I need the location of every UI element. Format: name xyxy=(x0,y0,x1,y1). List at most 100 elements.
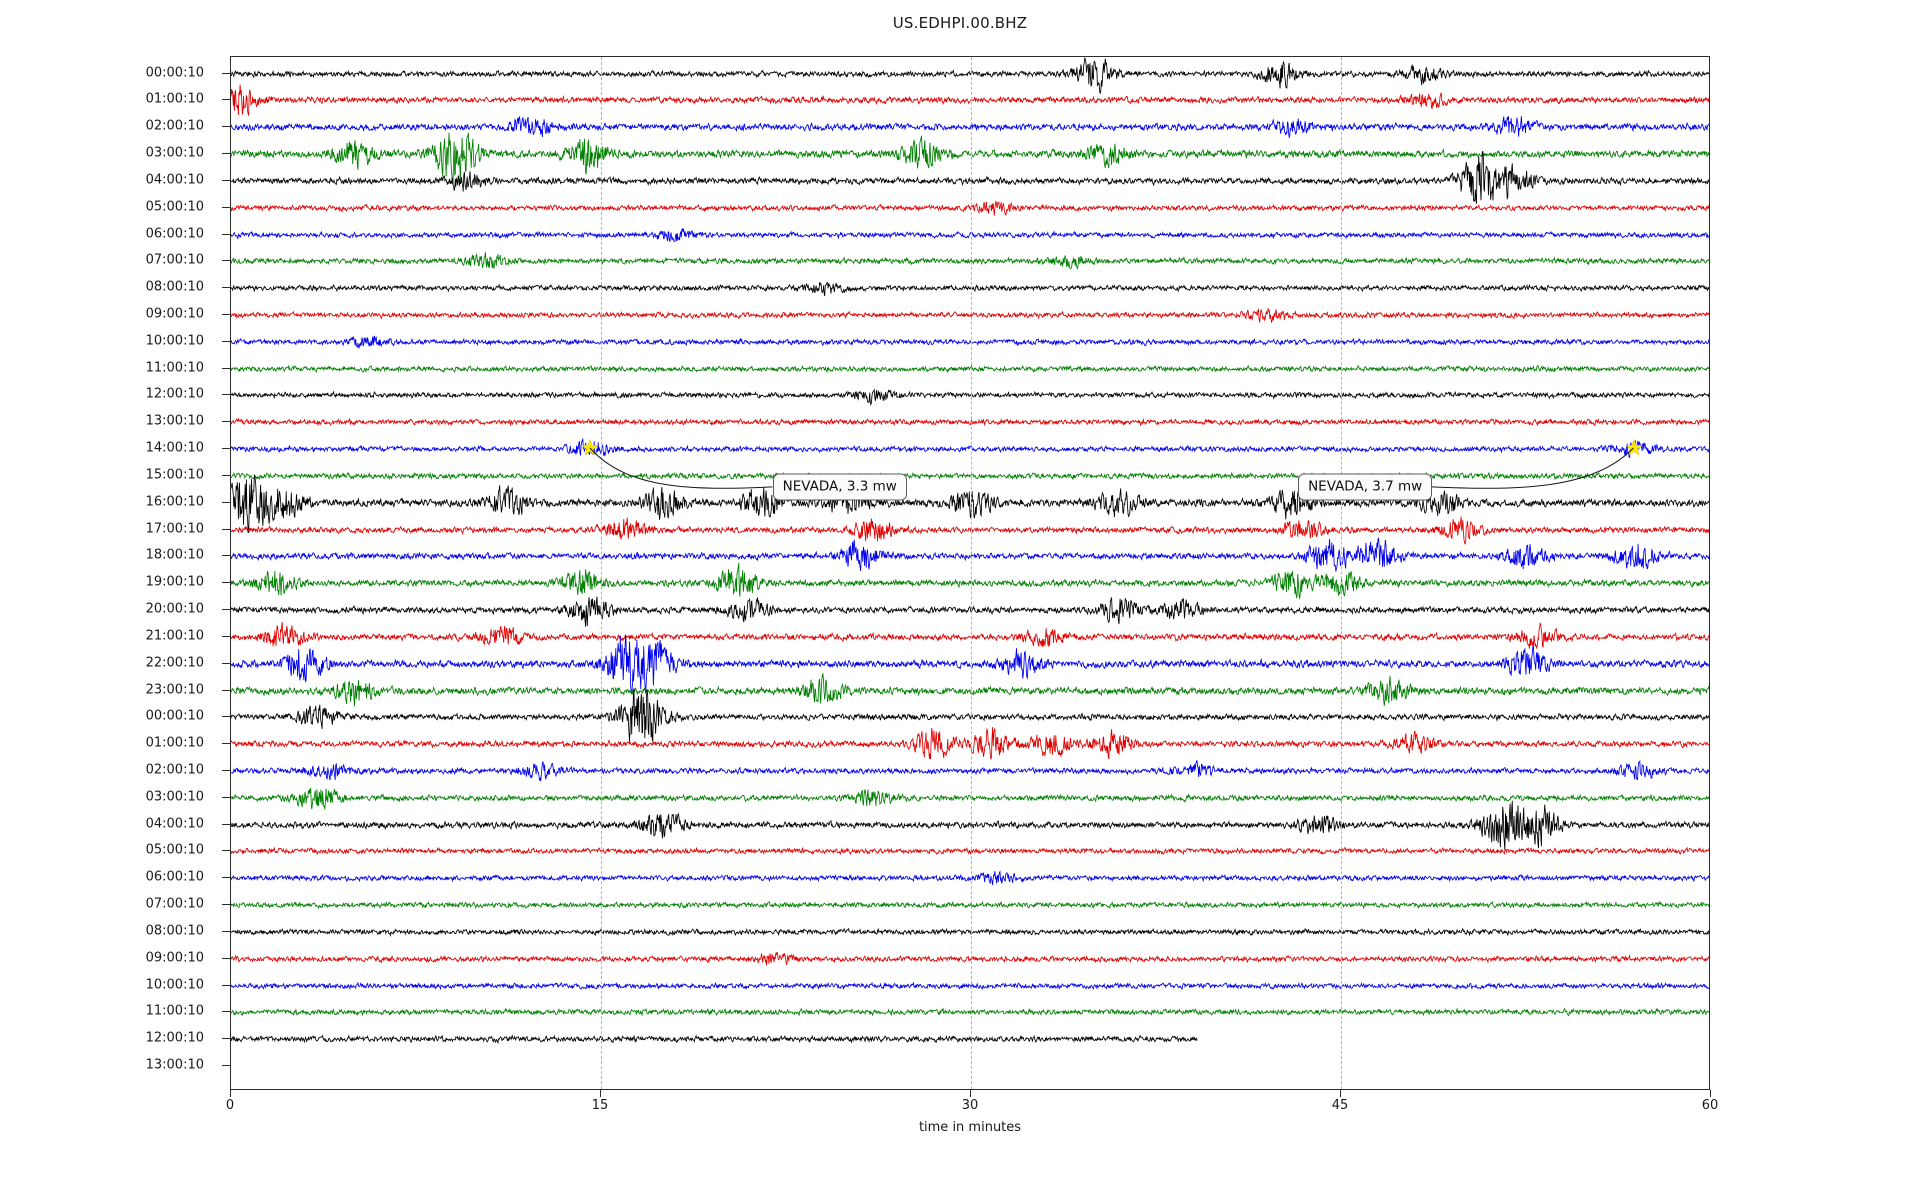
seismic-trace xyxy=(231,553,1709,613)
seismic-trace xyxy=(231,929,1709,989)
y-axis-tick-mark xyxy=(222,314,230,316)
y-axis-tick-label: 09:00:10 xyxy=(145,950,204,966)
y-axis-tick-label: 02:00:10 xyxy=(145,118,204,134)
y-axis-tick-label: 17:00:10 xyxy=(145,521,204,537)
y-axis-tick-mark xyxy=(222,340,230,342)
y-axis-tick-mark xyxy=(222,260,230,262)
seismic-trace xyxy=(231,768,1709,828)
y-axis-tick-label: 12:00:10 xyxy=(145,386,204,402)
seismic-trace xyxy=(231,580,1709,640)
y-axis-tick-label: 18:00:10 xyxy=(145,547,204,563)
y-axis-tick-mark xyxy=(222,126,230,128)
seismic-trace xyxy=(231,714,1709,774)
seismic-trace xyxy=(231,231,1709,291)
seismic-trace xyxy=(231,97,1709,157)
y-axis-tick-label: 06:00:10 xyxy=(145,226,204,242)
y-axis-tick-label: 10:00:10 xyxy=(145,333,204,349)
x-axis-tick-mark xyxy=(970,1090,971,1097)
y-axis-tick-label: 23:00:10 xyxy=(145,682,204,698)
y-axis-tick-mark xyxy=(222,394,230,396)
y-axis-tick-label: 02:00:10 xyxy=(145,762,204,778)
seismic-trace xyxy=(231,875,1709,935)
y-axis-tick-label: 03:00:10 xyxy=(145,789,204,805)
y-axis-tick-label: 11:00:10 xyxy=(145,1003,204,1019)
plot-title: US.EDHPI.00.BHZ xyxy=(892,14,1028,32)
y-axis-tick-label: 01:00:10 xyxy=(145,735,204,751)
y-axis-tick-label: 11:00:10 xyxy=(145,360,204,376)
y-axis-tick-mark xyxy=(222,72,230,74)
y-axis-tick-mark xyxy=(222,743,230,745)
seismic-trace xyxy=(231,1009,1709,1069)
seismic-trace xyxy=(231,821,1709,881)
seismic-trace xyxy=(231,473,1709,533)
y-axis-tick-mark xyxy=(222,796,230,798)
y-axis-tick-label: 10:00:10 xyxy=(145,977,204,993)
y-axis-tick-mark xyxy=(222,233,230,235)
x-axis-tick-mark xyxy=(230,1090,231,1097)
seismic-trace xyxy=(231,365,1709,425)
event-star-icon xyxy=(581,439,599,457)
y-axis-tick-label: 08:00:10 xyxy=(145,923,204,939)
y-axis-tick-mark xyxy=(222,930,230,932)
y-axis-tick-mark xyxy=(222,823,230,825)
seismic-trace xyxy=(231,902,1709,962)
x-axis-tick-label: 0 xyxy=(225,1098,235,1113)
y-axis-tick-label: 05:00:10 xyxy=(145,842,204,858)
y-axis-tick-label: 06:00:10 xyxy=(145,869,204,885)
seismic-trace xyxy=(231,124,1709,184)
x-axis-tick-mark xyxy=(1710,1090,1711,1097)
y-axis-tick-mark xyxy=(222,689,230,691)
y-axis-tick-label: 12:00:10 xyxy=(145,1030,204,1046)
y-axis-tick-label: 16:00:10 xyxy=(145,494,204,510)
grid-line xyxy=(1341,57,1342,1089)
x-axis-tick-mark xyxy=(600,1090,601,1097)
y-axis-tick-label: 04:00:10 xyxy=(145,816,204,832)
y-axis-tick-label: 00:00:10 xyxy=(145,708,204,724)
seismic-trace xyxy=(231,687,1709,747)
seismic-trace xyxy=(231,795,1709,855)
plot-axes xyxy=(230,56,1710,1090)
y-axis-tick-mark xyxy=(222,635,230,637)
y-axis-tick-label: 20:00:10 xyxy=(145,601,204,617)
seismic-trace xyxy=(231,956,1709,1016)
y-axis-tick-mark xyxy=(222,474,230,476)
y-axis-tick-mark xyxy=(222,716,230,718)
y-axis-tick-label: 13:00:10 xyxy=(145,413,204,429)
y-axis-tick-mark xyxy=(222,1038,230,1040)
y-axis-tick-mark xyxy=(222,582,230,584)
x-axis-tick-label: 30 xyxy=(961,1098,979,1113)
seismic-trace xyxy=(231,151,1709,211)
y-axis-tick-mark xyxy=(222,904,230,906)
seismic-trace xyxy=(231,178,1709,238)
y-axis-tick-label: 13:00:10 xyxy=(145,1057,204,1073)
seismic-trace xyxy=(231,526,1709,586)
y-axis-tick-mark xyxy=(222,850,230,852)
event-star-icon xyxy=(1625,439,1643,457)
seismic-trace xyxy=(231,57,1709,104)
seismic-trace xyxy=(231,741,1709,801)
y-axis-tick-label: 15:00:10 xyxy=(145,467,204,483)
y-axis-tick-mark xyxy=(222,179,230,181)
y-axis-tick-mark xyxy=(222,287,230,289)
y-axis-tick-mark xyxy=(222,1065,230,1067)
grid-line xyxy=(601,57,602,1089)
y-axis-tick-label: 05:00:10 xyxy=(145,199,204,215)
y-axis-tick-mark xyxy=(222,770,230,771)
seismic-trace xyxy=(231,848,1709,908)
seismic-trace xyxy=(231,661,1709,721)
y-axis-tick-mark xyxy=(222,957,230,959)
x-axis-tick-label: 60 xyxy=(1701,1098,1719,1113)
y-axis-tick-mark xyxy=(222,206,230,208)
seismic-trace xyxy=(231,258,1709,318)
y-axis-tick-label: 04:00:10 xyxy=(145,172,204,188)
y-axis-tick-label: 08:00:10 xyxy=(145,279,204,295)
y-axis-tick-mark xyxy=(222,877,230,879)
y-axis-tick-label: 00:00:10 xyxy=(145,65,204,81)
seismic-trace xyxy=(231,205,1709,265)
seismic-trace xyxy=(231,285,1709,345)
y-axis-tick-label: 22:00:10 xyxy=(145,655,204,671)
seismic-trace xyxy=(231,392,1709,452)
event-annotation-label: NEVADA, 3.3 mw xyxy=(772,473,907,501)
x-axis-tick-mark xyxy=(1340,1090,1341,1097)
x-axis-tick-label: 15 xyxy=(591,1098,609,1113)
